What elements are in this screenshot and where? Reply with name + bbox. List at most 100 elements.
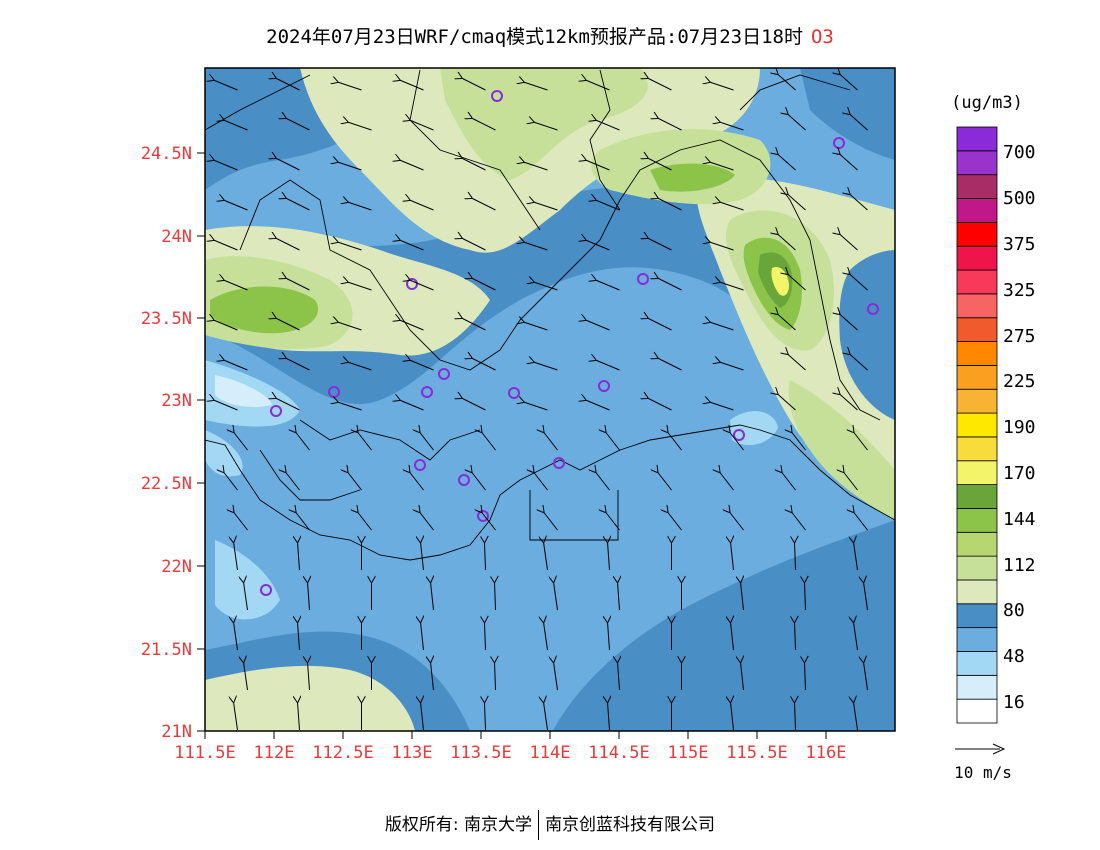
wind-arrow bbox=[658, 278, 682, 291]
wind-arrow bbox=[850, 354, 868, 371]
wind-arrow bbox=[864, 582, 868, 611]
wind-arrow bbox=[358, 512, 372, 531]
lon-tick-label: 112E bbox=[254, 743, 295, 763]
wind-arrow bbox=[658, 198, 682, 211]
wind-arrow bbox=[854, 622, 858, 651]
wind-arrow bbox=[586, 240, 610, 251]
wind-arrow bbox=[648, 398, 672, 411]
copyright-divider bbox=[538, 810, 540, 840]
wind-arrow bbox=[596, 120, 620, 131]
wind-arrow bbox=[286, 198, 310, 211]
legend-label: 700 bbox=[1003, 142, 1036, 163]
wind-arrow bbox=[214, 160, 238, 171]
legend-label: 144 bbox=[1003, 509, 1036, 530]
wind-arrow bbox=[296, 512, 310, 531]
wind-arrow bbox=[840, 314, 858, 331]
wind-arrow bbox=[850, 194, 868, 211]
station-marker bbox=[508, 387, 520, 399]
legend-label: 16 bbox=[1003, 692, 1025, 713]
wind-arrow bbox=[805, 662, 806, 691]
wind-arrow bbox=[606, 432, 620, 451]
wind-arrow bbox=[534, 472, 548, 491]
wind-arrow bbox=[731, 622, 734, 651]
wind-arrow bbox=[534, 122, 558, 131]
legend-swatch bbox=[956, 388, 998, 414]
wind-arrow bbox=[795, 622, 796, 651]
legend-swatch bbox=[956, 364, 998, 390]
o3-contour-field bbox=[205, 68, 895, 731]
copyright: 版权所有: 南京大学 南京创蓝科技有限公司 bbox=[0, 810, 1100, 840]
wind-arrow bbox=[224, 472, 238, 491]
wind-arrow bbox=[795, 542, 796, 571]
wind-arrow bbox=[544, 542, 548, 571]
wind-arrow bbox=[338, 242, 362, 251]
wind-arrow bbox=[586, 320, 610, 331]
wind-arrow bbox=[524, 82, 548, 91]
wind-arrow bbox=[276, 318, 300, 331]
wind-arrow bbox=[224, 120, 248, 131]
wind-arrow bbox=[648, 158, 672, 171]
lon-tick-label: 113.5E bbox=[450, 743, 511, 763]
lon-tick-label: 112.5E bbox=[312, 743, 373, 763]
wind-arrow bbox=[338, 402, 362, 411]
wind-arrow bbox=[410, 280, 434, 291]
wind-arrow bbox=[586, 160, 610, 171]
wind-arrow bbox=[586, 400, 610, 411]
wind-arrow bbox=[720, 202, 744, 211]
legend-swatch bbox=[956, 198, 998, 223]
wind-arrow bbox=[410, 472, 424, 491]
wind-arrow bbox=[298, 542, 300, 571]
wind-arrow bbox=[524, 402, 548, 411]
wind-arrow bbox=[544, 512, 558, 531]
wind-arrow bbox=[338, 82, 362, 91]
wind-arrow bbox=[534, 362, 558, 371]
lon-tick-label: 113E bbox=[392, 743, 433, 763]
wind-arrow bbox=[864, 662, 868, 691]
wind-arrow bbox=[778, 154, 796, 171]
species-label: O3 bbox=[810, 26, 834, 48]
legend-swatch bbox=[956, 579, 998, 605]
wind-arrow bbox=[462, 78, 486, 91]
wind-arrow bbox=[224, 280, 248, 291]
wind-arrow bbox=[348, 362, 372, 371]
wind-arrow bbox=[608, 542, 610, 571]
wind-arrow bbox=[788, 194, 806, 211]
wind-arrow bbox=[495, 582, 496, 611]
lat-tick-label: 22N bbox=[161, 557, 192, 577]
wind-arrow bbox=[840, 234, 858, 251]
wind-arrow bbox=[485, 702, 486, 731]
wind-arrow bbox=[710, 242, 734, 251]
wind-arrow bbox=[472, 278, 496, 291]
wind-arrow bbox=[618, 582, 620, 611]
wind-arrow bbox=[854, 432, 868, 451]
wind-arrow bbox=[298, 702, 300, 731]
wind-arrow bbox=[462, 398, 486, 411]
legend-label: 80 bbox=[1003, 600, 1025, 621]
wind-arrow bbox=[731, 702, 734, 731]
wind-arrow bbox=[431, 662, 434, 691]
wind-arrow bbox=[730, 512, 744, 531]
wind-arrow bbox=[482, 512, 496, 531]
wind-arrow bbox=[658, 118, 682, 131]
wind-arrow bbox=[850, 274, 868, 291]
station-marker bbox=[421, 386, 433, 398]
wind-arrow bbox=[296, 432, 310, 451]
lon-tick-label: 111.5E bbox=[174, 743, 235, 763]
wind-arrow bbox=[544, 432, 558, 451]
wind-arrow bbox=[720, 472, 734, 491]
wind-arrow bbox=[788, 114, 806, 131]
wind-arrow bbox=[618, 662, 620, 691]
wind-arrow bbox=[410, 120, 434, 131]
wind-arrow bbox=[782, 472, 796, 491]
station-marker bbox=[553, 457, 565, 469]
wind-arrow bbox=[472, 358, 496, 371]
wind-arrow bbox=[778, 234, 796, 251]
wind-arrow bbox=[462, 318, 486, 331]
wind-arrow bbox=[731, 542, 734, 571]
wind-arrow bbox=[778, 74, 796, 91]
wind-arrow bbox=[234, 432, 248, 451]
wind-arrow bbox=[544, 622, 548, 651]
legend-swatch bbox=[956, 412, 998, 438]
legend-swatch bbox=[956, 269, 998, 295]
